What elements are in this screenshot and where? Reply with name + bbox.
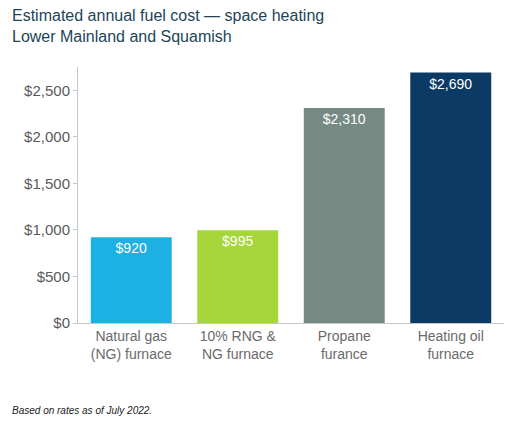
svg-text:$920: $920 bbox=[116, 240, 147, 256]
svg-text:$2,000: $2,000 bbox=[24, 128, 70, 145]
svg-text:Natural gas(NG) furnace: Natural gas(NG) furnace bbox=[91, 328, 172, 362]
svg-text:$995: $995 bbox=[222, 233, 253, 249]
svg-text:$1,000: $1,000 bbox=[24, 221, 70, 238]
svg-text:$500: $500 bbox=[37, 268, 70, 285]
svg-text:$2,310: $2,310 bbox=[323, 111, 366, 127]
svg-text:10% RNG &NG furnace: 10% RNG &NG furnace bbox=[200, 328, 277, 362]
svg-text:Based on rates as of July 2022: Based on rates as of July 2022. bbox=[12, 405, 152, 416]
svg-text:$2,500: $2,500 bbox=[24, 82, 70, 99]
svg-text:$1,500: $1,500 bbox=[24, 175, 70, 192]
svg-text:Propanefurance: Propanefurance bbox=[318, 328, 371, 362]
svg-text:$2,690: $2,690 bbox=[429, 76, 472, 92]
svg-text:Heating oilfurnace: Heating oilfurnace bbox=[418, 328, 484, 362]
svg-text:Estimated annual fuel cost — s: Estimated annual fuel cost — space heati… bbox=[12, 7, 324, 45]
svg-text:$0: $0 bbox=[53, 314, 70, 331]
